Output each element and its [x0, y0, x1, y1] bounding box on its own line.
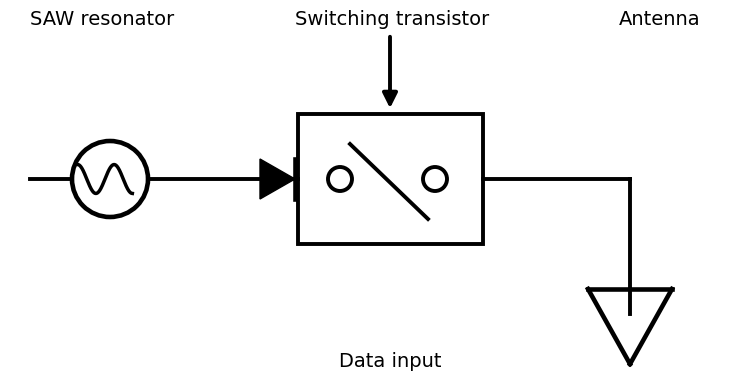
Polygon shape: [260, 159, 295, 199]
Text: Data input: Data input: [339, 352, 441, 371]
Text: SAW resonator: SAW resonator: [30, 10, 174, 29]
Text: Switching transistor: Switching transistor: [295, 10, 489, 29]
Bar: [298, 114, 483, 244]
Circle shape: [423, 167, 447, 191]
Text: Antenna: Antenna: [620, 10, 701, 29]
Circle shape: [328, 167, 352, 191]
